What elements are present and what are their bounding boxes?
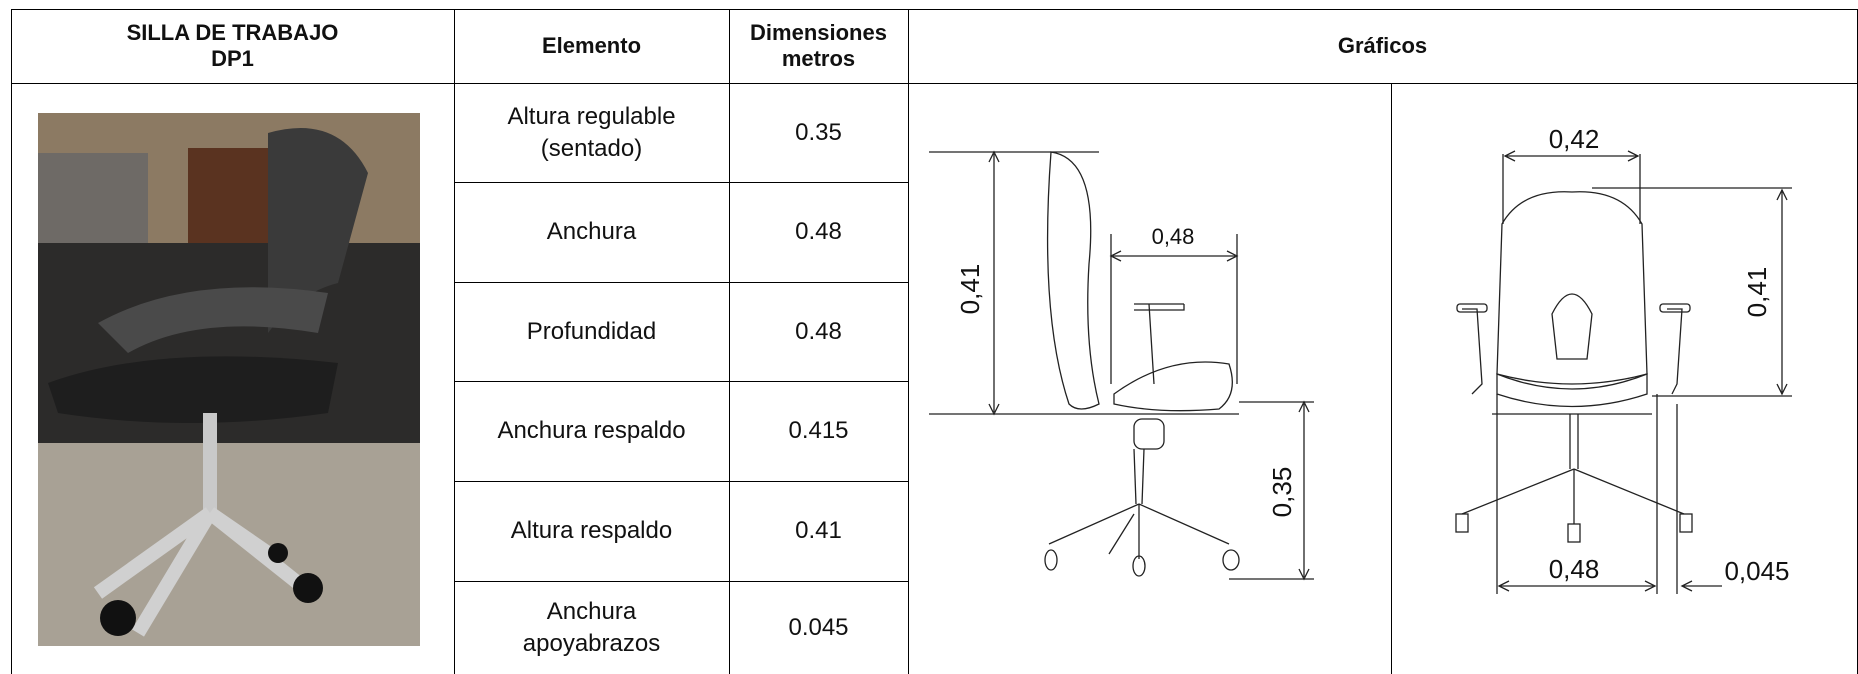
- border: [11, 9, 12, 674]
- border: [11, 9, 1858, 10]
- border: [454, 481, 908, 482]
- element-cell: Altura respaldo: [510, 517, 673, 544]
- column-header: Gráficos: [1337, 33, 1428, 58]
- header-cell: Elemento: [454, 9, 729, 83]
- column-header: Dimensiones: [750, 20, 887, 45]
- border: [454, 282, 908, 283]
- dimension-cell: 0.415: [788, 417, 849, 444]
- element-cell: Altura regulable (sentado): [507, 102, 676, 162]
- border: [454, 9, 455, 674]
- dimension-cell: 0.48: [795, 218, 842, 245]
- header-cell: Dimensiones metros: [729, 9, 908, 83]
- dimension-label: 0,42: [1549, 124, 1600, 154]
- dimension-cell: 0.48: [795, 317, 842, 345]
- dimension-label: 0,35: [1267, 467, 1297, 518]
- header-cell: Gráficos: [908, 9, 1857, 83]
- side-view-drawing: 0,41 0,48 0,35: [929, 150, 1314, 581]
- header-cell: SILLA DE TRABAJO DP1: [11, 9, 454, 83]
- dimension-label: 0,045: [1724, 556, 1789, 586]
- front-view-drawing: 0,42 0,41 0,48 0,045: [1455, 124, 1792, 594]
- column-header: Elemento: [541, 33, 642, 58]
- border: [1391, 83, 1392, 674]
- element-cell: Anchura respaldo: [497, 417, 686, 444]
- chair-photo: [38, 113, 420, 646]
- border: [454, 381, 908, 382]
- dimension-cell: 0.35: [795, 118, 842, 146]
- title: SILLA DE TRABAJO: [126, 20, 339, 45]
- dimension-label: 0,41: [955, 264, 985, 315]
- element-cell: Profundidad: [526, 317, 657, 345]
- element-cell: Anchura: [546, 218, 637, 245]
- border: [729, 9, 730, 674]
- dimension-label: 0,48: [1549, 554, 1600, 584]
- border: [908, 9, 909, 674]
- dimension-cell: 0.045: [788, 613, 849, 641]
- border: [454, 581, 908, 582]
- dimension-label: 0,48: [1152, 224, 1195, 249]
- border: [11, 83, 1858, 84]
- title: DP1: [211, 46, 254, 71]
- element-cell: Anchura apoyabrazos: [522, 597, 661, 657]
- dimension-cell: 0.41: [795, 517, 842, 544]
- border: [454, 182, 908, 183]
- column-header: metros: [781, 46, 856, 71]
- dimension-label: 0,41: [1742, 267, 1772, 318]
